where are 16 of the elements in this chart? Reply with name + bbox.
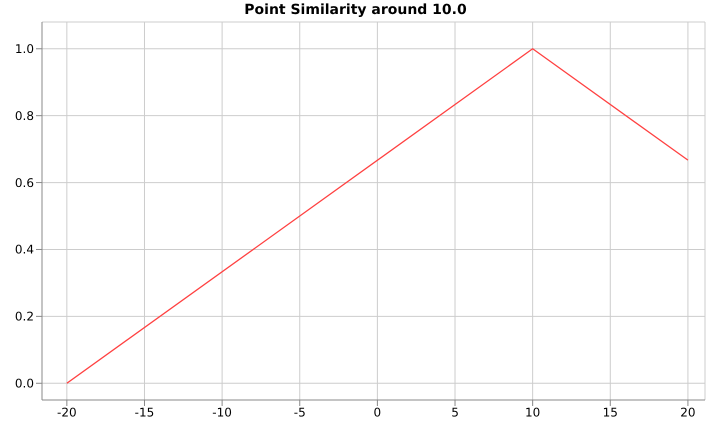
y-tick-label: 1.0 xyxy=(14,42,34,56)
y-tick-label: 0.0 xyxy=(14,376,34,391)
x-tick-label: 5 xyxy=(451,406,459,420)
x-tick-label: 20 xyxy=(680,406,696,420)
y-tick-label: 0.2 xyxy=(14,310,34,324)
x-tick-label: -20 xyxy=(57,406,77,420)
x-tick-label: -15 xyxy=(134,406,154,420)
y-tick-label: 0.4 xyxy=(14,242,34,257)
chart-title: Point Similarity around 10.0 xyxy=(243,2,468,18)
y-tick-label: 0.6 xyxy=(14,176,34,190)
x-tick-label: -5 xyxy=(294,406,306,420)
x-tick-label: 15 xyxy=(602,406,618,420)
x-tick-label: 10 xyxy=(525,406,540,420)
x-tick-label: -10 xyxy=(212,406,232,420)
x-tick-label: 0 xyxy=(374,406,382,420)
y-tick-label: 0.8 xyxy=(14,108,34,123)
